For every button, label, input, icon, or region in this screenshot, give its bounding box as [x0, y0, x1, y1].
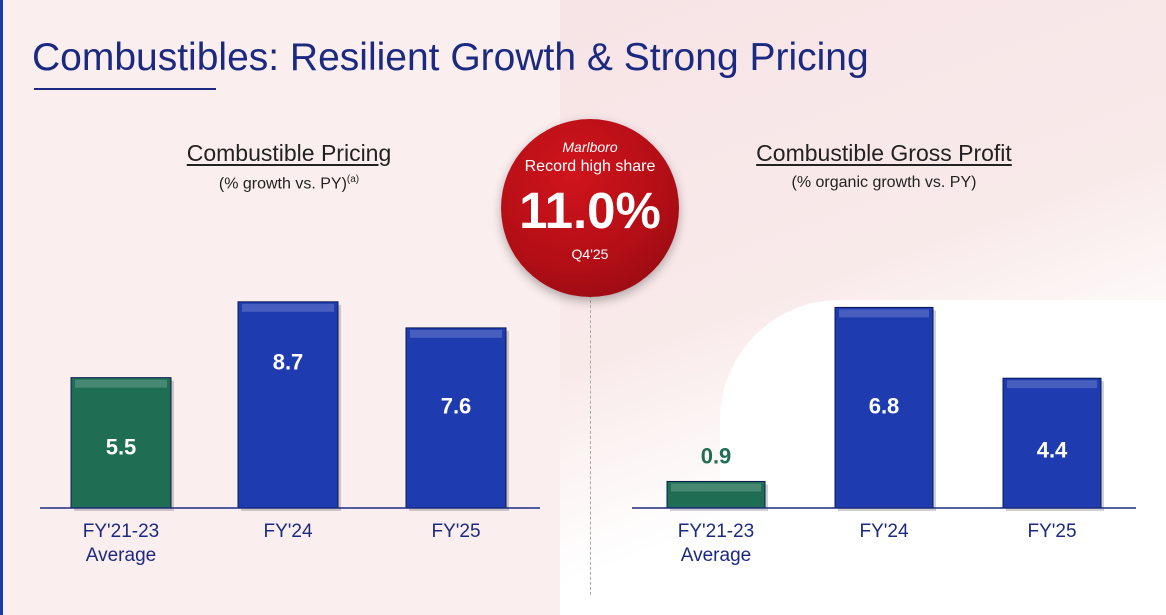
pricing-value-label: 8.7: [273, 350, 304, 375]
gross-profit-category-label: FY'24: [859, 521, 908, 542]
badge-value: 11.0%: [519, 182, 661, 239]
gross-profit-chart: 0.9 FY'21-23 Average 6.8 FY'24 4.4 FY'25: [632, 306, 1136, 566]
pricing-category-label: FY'25: [431, 521, 480, 542]
gross-profit-category-label: FY'21-23: [678, 521, 755, 542]
title-underline: [34, 88, 216, 90]
gross-profit-bar-highlight: [671, 483, 761, 492]
pricing-bar-highlight: [242, 303, 334, 312]
pricing-bar-highlight: [75, 379, 167, 388]
pricing-chart-subtitle-text: (% growth vs. PY): [218, 175, 347, 193]
badge-period: Q4'25: [571, 246, 609, 262]
pricing-bar: [70, 377, 172, 509]
gross-profit-bar-highlight: [839, 309, 929, 318]
gross-profit-bar: [666, 480, 766, 509]
pricing-bar: [237, 301, 339, 509]
marlboro-share-badge: Marlboro Record high share 11.0% Q4'25: [501, 119, 679, 297]
gross-profit-value-label: 4.4: [1037, 438, 1068, 463]
pricing-category-label: Average: [86, 545, 156, 566]
chart-divider: [590, 290, 591, 595]
gross-profit-bar: [834, 306, 934, 509]
pricing-chart-title: Combustible Pricing: [186, 140, 392, 166]
badge-brand: Marlboro: [562, 139, 618, 155]
gross-profit-chart-title: Combustible Gross Profit: [756, 140, 1012, 166]
pricing-chart-footnote-marker: (a): [346, 174, 360, 185]
gross-profit-bar-highlight: [1007, 380, 1097, 389]
page-title: Combustibles: Resilient Growth & Strong …: [32, 36, 869, 79]
pricing-category-label: FY'21-23: [83, 521, 160, 542]
pricing-bar: [405, 327, 507, 509]
badge-label: Record high share: [524, 158, 656, 175]
gross-profit-value-label: 6.8: [869, 394, 900, 419]
gross-profit-category-label: FY'25: [1027, 521, 1076, 542]
pricing-bar-highlight: [410, 329, 502, 338]
gross-profit-value-label: 0.9: [701, 443, 732, 468]
pricing-value-label: 5.5: [106, 435, 137, 460]
pricing-value-label: 7.6: [441, 393, 472, 418]
pricing-category-label: FY'24: [263, 521, 312, 542]
gross-profit-category-label: Average: [681, 545, 751, 566]
pricing-chart: 5.5 FY'21-23 Average 8.7 FY'24 7.6 FY'25: [40, 301, 540, 566]
pricing-chart-subtitle: (% growth vs. PY)(a): [79, 174, 499, 193]
gross-profit-chart-subtitle: (% organic growth vs. PY): [791, 174, 977, 191]
left-accent-bar: [0, 0, 3, 615]
